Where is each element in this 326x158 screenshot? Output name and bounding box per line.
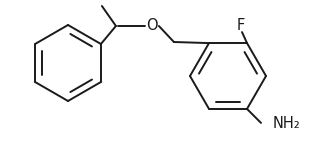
Text: O: O [146, 18, 158, 33]
Text: NH₂: NH₂ [273, 116, 301, 131]
Text: F: F [237, 18, 245, 33]
